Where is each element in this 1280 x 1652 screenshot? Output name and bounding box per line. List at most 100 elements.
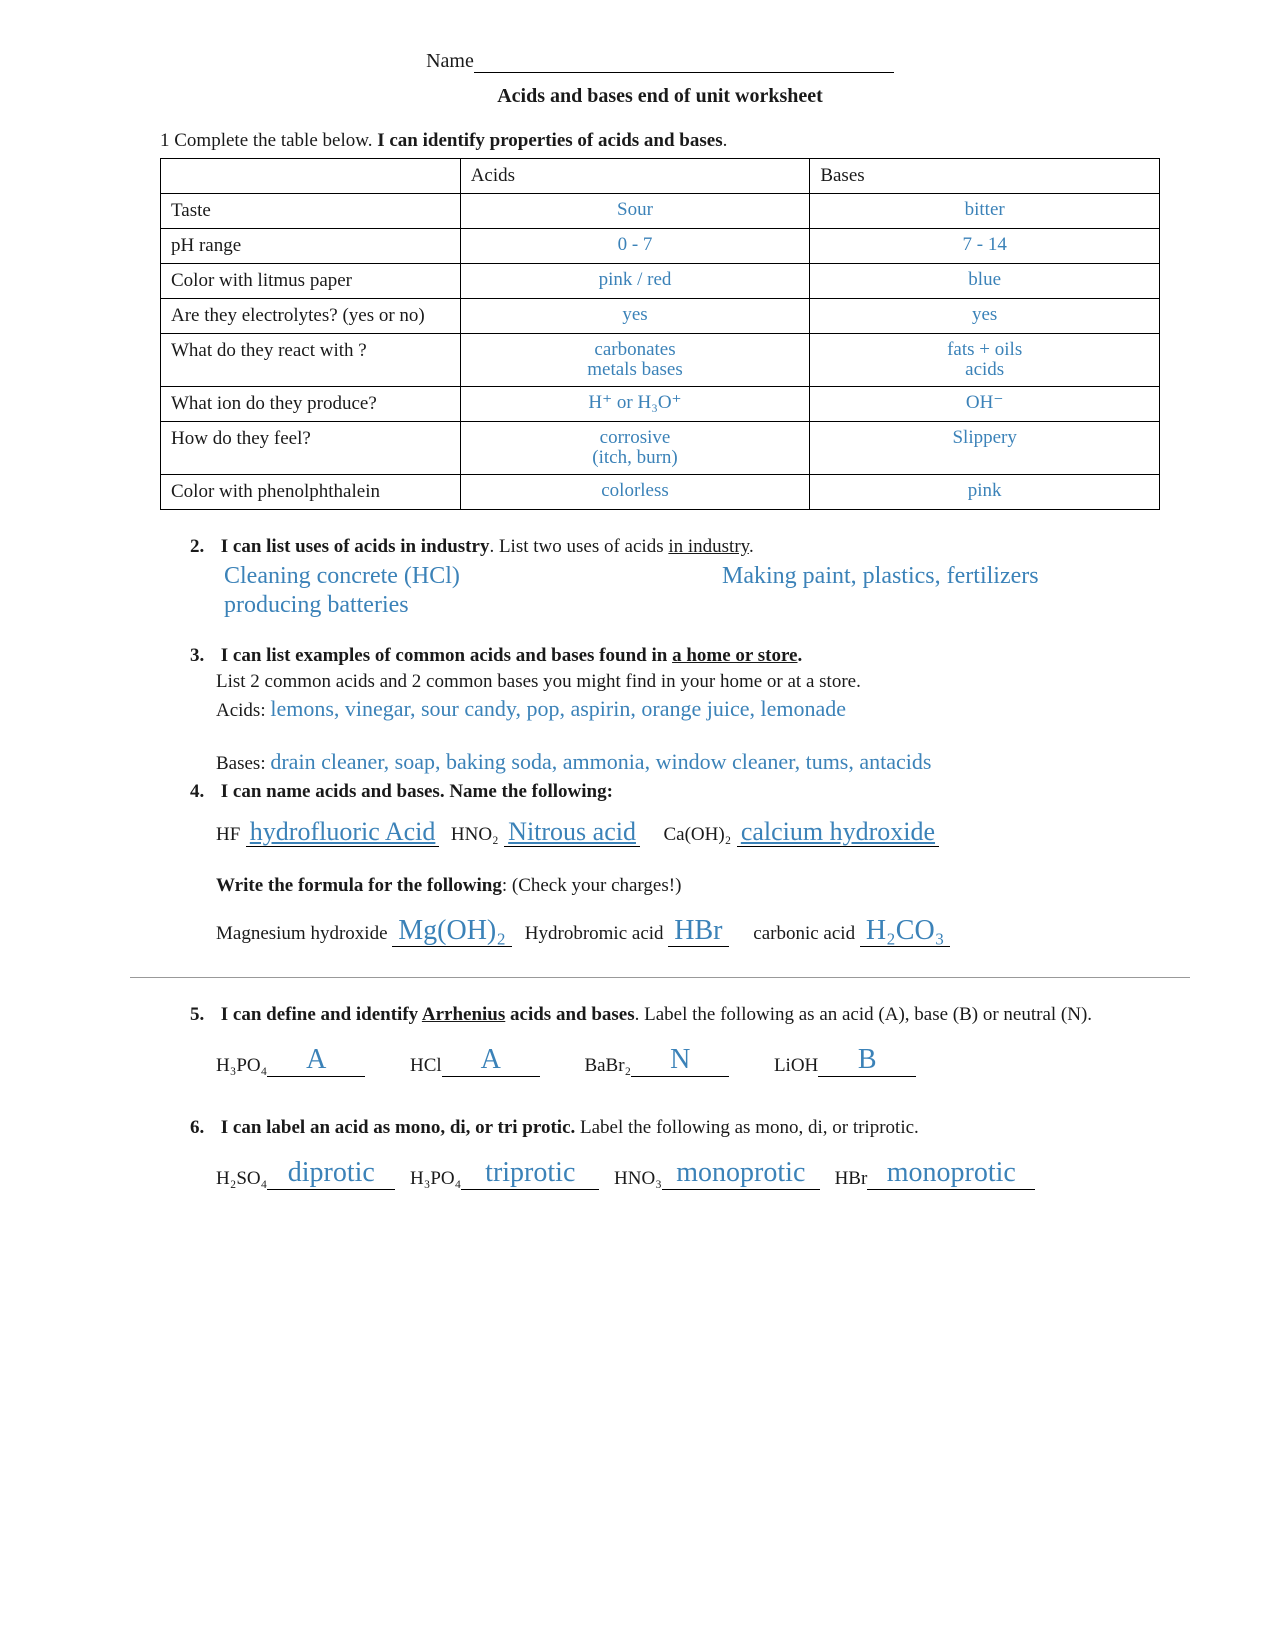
row-base: yes	[810, 299, 1160, 334]
row-base: pink	[810, 474, 1160, 509]
row-acid: carbonates metals bases	[460, 334, 810, 387]
row-base: fats + oils acids	[810, 334, 1160, 387]
table-row: What ion do they produce?H⁺ or H₃O⁺OH⁻	[161, 386, 1160, 421]
q2-underlined: in industry	[668, 536, 749, 557]
row-acid: corrosive (itch, burn)	[460, 421, 810, 474]
row-label: How do they feel?	[161, 421, 461, 474]
q4-fa2: H₂CO₃	[860, 915, 951, 947]
row-label: Color with phenolphthalein	[161, 474, 461, 509]
q5-f2: BaBr₂	[584, 1055, 631, 1076]
q6-f1: H₃PO₄	[410, 1168, 461, 1189]
q3-acids-label: Acids:	[216, 700, 266, 721]
row-acid: yes	[460, 299, 810, 334]
q2-rest: . List two uses of acids	[489, 536, 668, 557]
q6-a1: triprotic	[461, 1157, 599, 1190]
q5-a3: B	[818, 1044, 916, 1077]
q4-a1: Nitrous acid	[504, 817, 640, 847]
q6-competency: I can label an acid as mono, di, or tri …	[221, 1117, 576, 1138]
q6-a0: diprotic	[267, 1157, 395, 1190]
q2-answer: Cleaning concrete (HCl) producing batter…	[224, 562, 1160, 620]
q4-rest: Name the following:	[445, 781, 613, 802]
q4-formula-lead-text: Write the formula for the following	[216, 875, 502, 896]
q4-fn2: carbonic acid	[753, 923, 855, 944]
q3-bases-label: Bases:	[216, 753, 266, 774]
q4-f1: HNO₂	[451, 824, 499, 845]
q5-rest: acids and bases	[505, 1004, 634, 1025]
row-acid: Sour	[460, 194, 810, 229]
row-label: What ion do they produce?	[161, 386, 461, 421]
divider	[130, 977, 1190, 978]
row-acid: H⁺ or H₃O⁺	[460, 386, 810, 421]
q4-a2: calcium hydroxide	[737, 817, 939, 847]
q6: 6. I can label an acid as mono, di, or t…	[190, 1117, 1160, 1139]
row-acid: colorless	[460, 474, 810, 509]
q5-f3: LiOH	[774, 1055, 818, 1076]
q2-num: 2.	[190, 536, 216, 558]
q6-a3: monoprotic	[867, 1157, 1035, 1190]
q4-formula-paren: : (Check your charges!)	[502, 875, 682, 896]
table-head-row: Acids Bases	[161, 159, 1160, 194]
q1-lead-pre: 1 Complete the table below.	[160, 130, 377, 151]
col-blank	[161, 159, 461, 194]
row-base: 7 - 14	[810, 229, 1160, 264]
q6-a2: monoprotic	[662, 1157, 820, 1190]
q5-f1: HCl	[410, 1055, 442, 1076]
q3-num: 3.	[190, 645, 216, 667]
q5-a0: A	[267, 1044, 365, 1077]
q2-ans-left: Cleaning concrete (HCl) producing batter…	[224, 562, 662, 620]
q6-f0: H₂SO₄	[216, 1168, 267, 1189]
q1-competency: I can identify properties of acids and b…	[377, 130, 722, 151]
q6-rest: Label the following as mono, di, or trip…	[575, 1117, 919, 1138]
q4-formula-row: Magnesium hydroxide Mg(OH)₂ Hydrobromic …	[216, 915, 1160, 947]
q3-acids: lemons, vinegar, sour candy, pop, aspiri…	[270, 696, 846, 721]
q2-competency: I can list uses of acids in industry	[221, 536, 490, 557]
row-label: Color with litmus paper	[161, 264, 461, 299]
row-base: blue	[810, 264, 1160, 299]
col-bases: Bases	[810, 159, 1160, 194]
q4-competency: I can name acids and bases.	[221, 781, 445, 802]
row-base: Slippery	[810, 421, 1160, 474]
q3-underlined: a home or store	[672, 645, 797, 666]
row-base: bitter	[810, 194, 1160, 229]
q5-a1: A	[442, 1044, 540, 1077]
worksheet-page: Name Acids and bases end of unit workshe…	[0, 0, 1280, 1652]
col-acids: Acids	[460, 159, 810, 194]
page-title: Acids and bases end of unit worksheet	[160, 85, 1160, 108]
table-row: Color with phenolphthaleincolorlesspink	[161, 474, 1160, 509]
table-row: What do they react with ?carbonates meta…	[161, 334, 1160, 387]
q4-fn0: Magnesium hydroxide	[216, 923, 388, 944]
q4-formula-lead: Write the formula for the following: (Ch…	[216, 875, 1160, 897]
q3-competency: I can list examples of common acids and …	[221, 645, 672, 666]
table-row: Are they electrolytes? (yes or no)yesyes	[161, 299, 1160, 334]
q4-num: 4.	[190, 781, 216, 803]
properties-table: Acids Bases TasteSourbitter pH range0 - …	[160, 158, 1160, 510]
q6-f2: HNO₃	[614, 1168, 662, 1189]
q1-lead: 1 Complete the table below. I can identi…	[160, 130, 1160, 152]
q2-ans-right: Making paint, plastics, fertilizers	[722, 562, 1160, 620]
q4-fn1: Hydrobromic acid	[525, 923, 664, 944]
name-blank[interactable]	[474, 72, 894, 73]
name-label: Name	[426, 50, 474, 72]
row-label: Taste	[161, 194, 461, 229]
row-label: What do they react with ?	[161, 334, 461, 387]
q2: 2. I can list uses of acids in industry.…	[190, 536, 1160, 558]
q3-sub: List 2 common acids and 2 common bases y…	[216, 671, 1160, 693]
q4-fa0: Mg(OH)₂	[392, 915, 512, 947]
q5-a2: N	[631, 1044, 729, 1077]
row-acid: pink / red	[460, 264, 810, 299]
row-label: pH range	[161, 229, 461, 264]
q5-row: H₃PO₄A HClA BaBr₂N LiOHB	[216, 1044, 1160, 1077]
row-acid: 0 - 7	[460, 229, 810, 264]
q4-a0: hydrofluoric Acid	[246, 817, 440, 847]
q6-num: 6.	[190, 1117, 216, 1139]
q5: 5. I can define and identify Arrhenius a…	[190, 1004, 1160, 1026]
row-base: OH⁻	[810, 386, 1160, 421]
table-row: Color with litmus paperpink / redblue	[161, 264, 1160, 299]
q5-underlined: Arrhenius	[422, 1004, 505, 1025]
q3-sub-text: List 2 common acids and 2 common bases y…	[216, 671, 861, 692]
name-line: Name	[160, 50, 1160, 73]
q5-competency: I can define and identify	[221, 1004, 422, 1025]
q5-tail: . Label the following as an acid (A), ba…	[635, 1004, 1092, 1025]
q4-f0: HF	[216, 824, 240, 845]
q6-row: H₂SO₄diprotic H₃PO₄triprotic HNO₃monopro…	[216, 1157, 1160, 1190]
